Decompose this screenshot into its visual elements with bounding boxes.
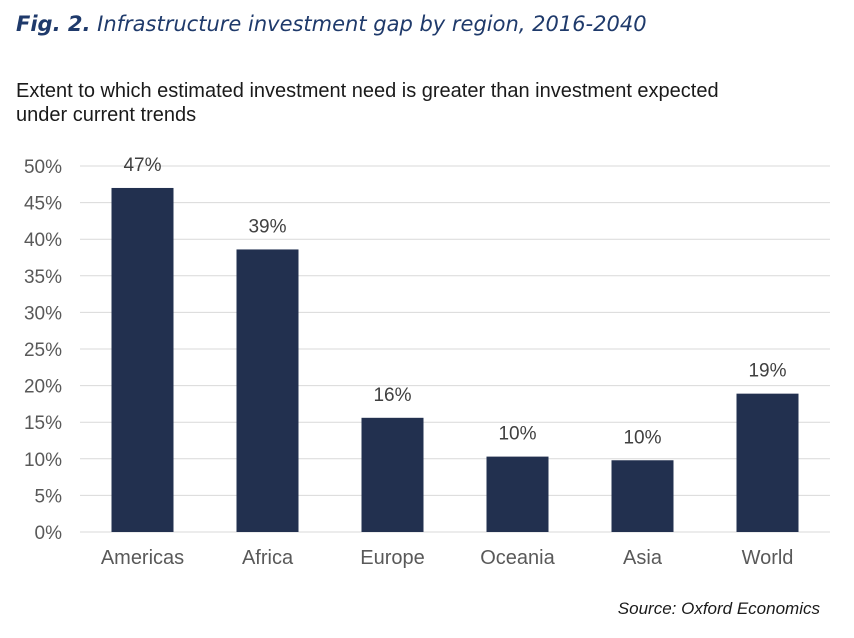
x-category-label: Asia — [623, 547, 663, 569]
x-category-label: Oceania — [480, 547, 555, 569]
bar — [236, 249, 299, 532]
y-tick-label: 0% — [35, 523, 63, 544]
data-label: 16% — [373, 385, 411, 406]
bar — [486, 456, 549, 532]
x-category-label: Americas — [101, 547, 184, 569]
subtitle-line-1: Extent to which estimated investment nee… — [16, 80, 719, 102]
y-tick-label: 25% — [24, 340, 62, 361]
y-tick-label: 35% — [24, 267, 62, 288]
figure-label: Fig. 2. — [16, 12, 91, 36]
data-label: 47% — [123, 155, 161, 176]
bar — [111, 187, 174, 532]
data-label: 10% — [498, 424, 536, 445]
y-tick-label: 45% — [24, 194, 62, 215]
x-category-label: Europe — [360, 547, 425, 569]
source-note: Source: Oxford Economics — [617, 599, 820, 618]
chart-subtitle: Extent to which estimated investment nee… — [16, 79, 816, 127]
data-label: 39% — [248, 216, 286, 237]
bar — [736, 393, 799, 532]
data-label: 19% — [748, 361, 786, 382]
y-tick-label: 10% — [24, 450, 62, 471]
bar — [361, 417, 424, 532]
figure-title-text: Infrastructure investment gap by region,… — [97, 12, 647, 36]
y-tick-label: 5% — [35, 486, 63, 507]
data-label: 10% — [623, 427, 661, 448]
figure-title: Fig. 2. Infrastructure investment gap by… — [16, 12, 647, 36]
x-category-label: World — [742, 547, 794, 569]
x-category-label: Africa — [242, 547, 294, 569]
bar — [611, 460, 674, 532]
y-tick-label: 50% — [24, 157, 62, 178]
y-tick-label: 15% — [24, 413, 62, 434]
subtitle-line-2: under current trends — [16, 104, 197, 126]
y-tick-label: 40% — [24, 230, 62, 251]
y-tick-label: 20% — [24, 377, 62, 398]
y-tick-label: 30% — [24, 303, 62, 324]
